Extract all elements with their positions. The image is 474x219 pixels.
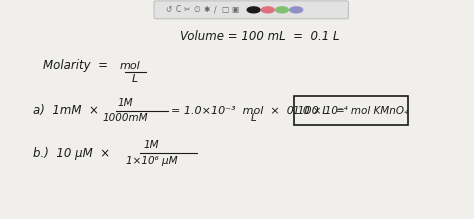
Text: 1000mM: 1000mM	[103, 113, 148, 123]
Circle shape	[262, 7, 274, 13]
Text: ↺: ↺	[165, 5, 172, 14]
Text: L: L	[132, 74, 138, 84]
Text: 1M: 1M	[144, 140, 159, 150]
Text: L: L	[251, 113, 256, 123]
Text: 1M: 1M	[118, 98, 133, 108]
Text: ✂: ✂	[184, 5, 191, 14]
FancyBboxPatch shape	[154, 1, 348, 19]
Circle shape	[290, 7, 302, 13]
Text: ✱: ✱	[203, 5, 210, 14]
Text: ▣: ▣	[231, 5, 238, 14]
Text: /: /	[214, 5, 217, 14]
Text: □: □	[221, 5, 229, 14]
Text: ∅: ∅	[193, 5, 200, 14]
Text: b.)  10 μM  ×: b.) 10 μM ×	[33, 147, 118, 160]
Text: a)  1mM  ×: a) 1mM ×	[33, 104, 107, 117]
Text: mol: mol	[120, 61, 141, 71]
Circle shape	[275, 7, 288, 13]
Circle shape	[247, 7, 260, 13]
Text: = 1.0×10⁻³  mol  ×  0.100 L  =: = 1.0×10⁻³ mol × 0.100 L =	[171, 106, 345, 116]
Text: Molarity  =: Molarity =	[43, 59, 111, 72]
Text: 1×10⁶ μM: 1×10⁶ μM	[126, 156, 177, 166]
Text: C: C	[175, 5, 181, 14]
Text: Volume = 100 mL  =  0.1 L: Volume = 100 mL = 0.1 L	[180, 30, 339, 43]
Text: 1.0 × 10⁻⁴ mol KMnO₄: 1.0 × 10⁻⁴ mol KMnO₄	[293, 106, 408, 116]
